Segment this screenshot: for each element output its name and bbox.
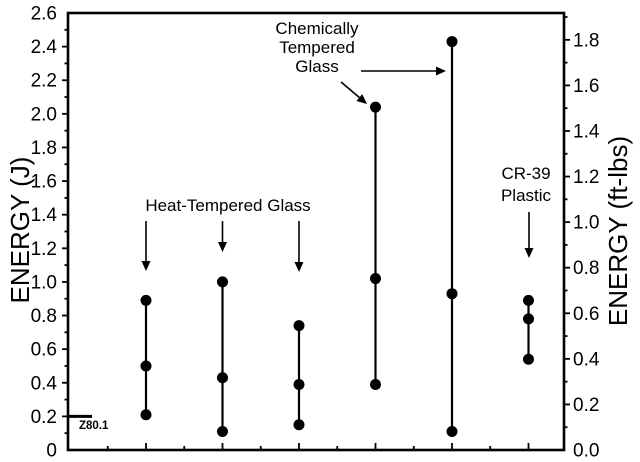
tick-label: 1.6 — [573, 76, 599, 97]
tick-label: 1.6 — [31, 172, 57, 193]
tick-label: 2.2 — [31, 71, 57, 92]
data-point — [140, 294, 152, 306]
data-point — [523, 313, 534, 325]
annotation-arrowhead — [356, 94, 367, 104]
annotation-chemically-tempered-glass: Chemically Tempered Glass — [275, 19, 359, 76]
tick-label: 2.0 — [31, 104, 57, 125]
annotation-arrow — [340, 81, 360, 99]
data-point — [370, 378, 381, 390]
tick-label: 0.4 — [573, 349, 600, 370]
tick-label: 0.6 — [573, 304, 599, 325]
tick-label: 0.2 — [31, 407, 57, 428]
data-point — [446, 426, 458, 438]
annotation-arrowhead — [524, 248, 534, 258]
tick-label: 0.8 — [573, 258, 599, 279]
tick-label: 1.0 — [31, 272, 57, 293]
data-point — [370, 273, 381, 285]
tick-label: 0.4 — [31, 373, 58, 394]
tick-label: 0.8 — [31, 306, 57, 327]
tick-label: 1.4 — [31, 205, 58, 226]
tick-label: 1.2 — [573, 167, 599, 188]
data-point — [293, 378, 305, 390]
data-point — [523, 353, 534, 365]
data-point — [293, 320, 305, 332]
tick-label: 1.4 — [573, 121, 600, 142]
tick-label: 0 — [46, 441, 57, 462]
data-point — [523, 294, 534, 306]
right-axis-title: ENERGY (ft-lbs) — [603, 135, 633, 327]
data-point — [217, 372, 228, 384]
annotation-arrowhead — [294, 262, 304, 272]
annotation-arrowhead — [218, 242, 227, 252]
plot-frame — [66, 11, 566, 452]
annotation-cr39-plastic: CR-39 Plastic — [500, 164, 552, 205]
tick-label: 1.8 — [573, 30, 599, 51]
tick-label: 0.2 — [573, 395, 599, 416]
data-point — [370, 101, 381, 113]
tick-label: 2.6 — [31, 4, 57, 25]
data-point — [140, 360, 152, 372]
data-point — [446, 288, 458, 300]
data-point — [217, 276, 228, 288]
data-point — [293, 419, 305, 431]
data-point — [140, 409, 152, 421]
annotation-arrowhead — [141, 261, 151, 271]
tick-label: 2.4 — [31, 37, 58, 58]
tick-label: 0.0 — [573, 441, 599, 462]
tick-label: 0.6 — [31, 340, 57, 361]
data-point — [217, 426, 228, 438]
annotation-arrowhead — [436, 66, 446, 76]
data-point — [446, 36, 458, 48]
tick-label: 1.8 — [31, 138, 57, 159]
tick-label: 1.2 — [31, 239, 57, 260]
annotation-heat-tempered-glass: Heat-Tempered Glass — [145, 196, 311, 215]
left-axis-title: ENERGY (J) — [5, 156, 35, 304]
z80-standard-label: Z80.1 — [79, 420, 109, 432]
tick-label: 1.0 — [573, 213, 599, 234]
